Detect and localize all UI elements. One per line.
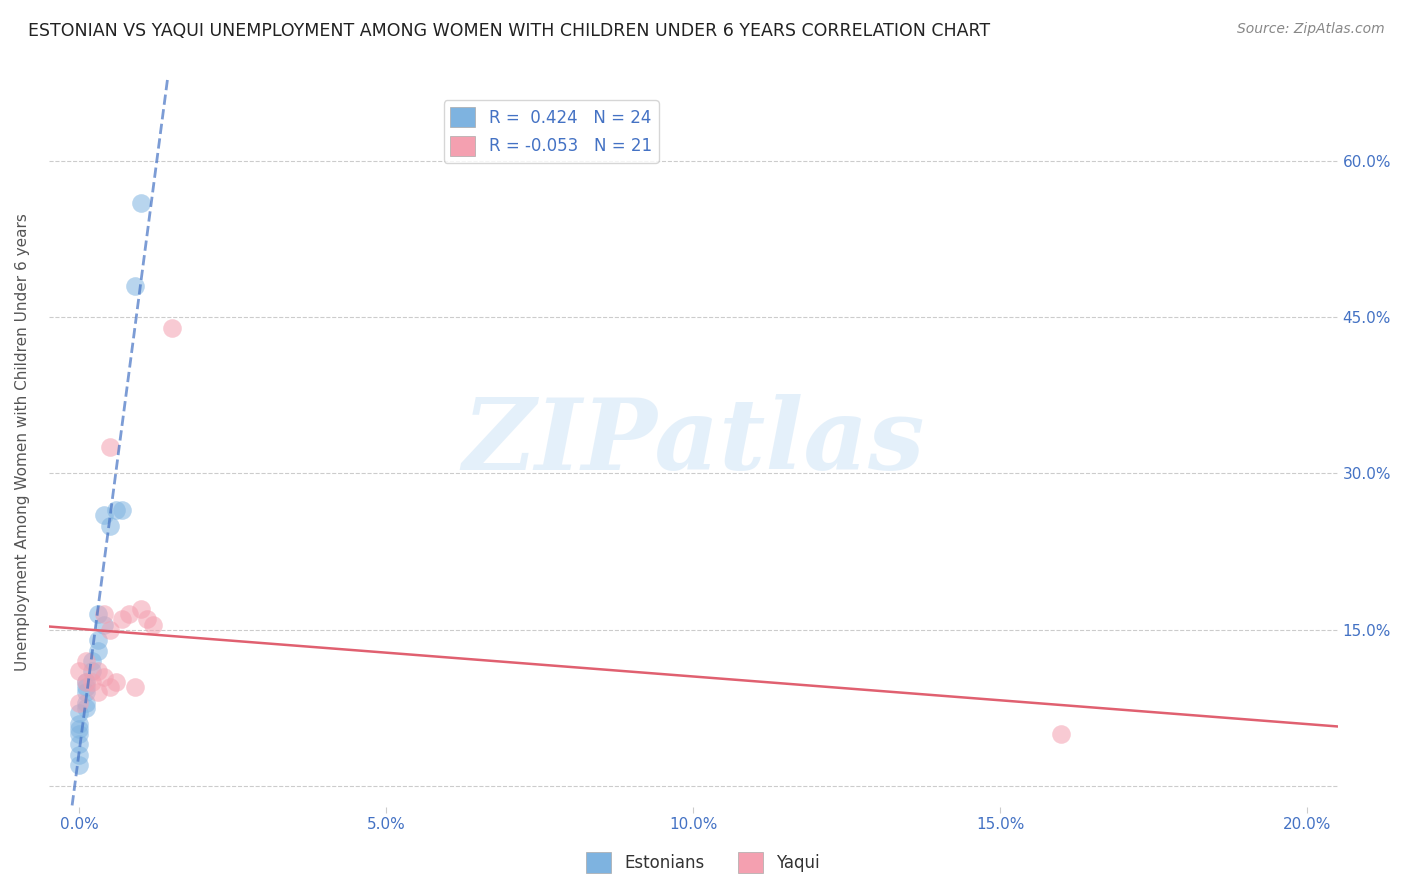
Point <box>67 747 90 762</box>
Point <box>87 607 110 622</box>
Point <box>87 643 110 657</box>
Point <box>75 701 97 715</box>
Point <box>67 727 90 741</box>
Point <box>75 696 97 710</box>
Point <box>117 607 139 622</box>
Point <box>129 195 152 210</box>
Point <box>98 518 121 533</box>
Point <box>67 722 90 736</box>
Point <box>160 320 183 334</box>
Point <box>87 665 110 679</box>
Text: ESTONIAN VS YAQUI UNEMPLOYMENT AMONG WOMEN WITH CHILDREN UNDER 6 YEARS CORRELATI: ESTONIAN VS YAQUI UNEMPLOYMENT AMONG WOM… <box>28 22 990 40</box>
Point <box>67 706 90 721</box>
Point <box>75 654 97 668</box>
Point <box>111 503 134 517</box>
Point <box>105 674 128 689</box>
Point <box>93 607 115 622</box>
Point <box>80 665 103 679</box>
Y-axis label: Unemployment Among Women with Children Under 6 years: Unemployment Among Women with Children U… <box>15 213 30 671</box>
Legend: Estonians, Yaqui: Estonians, Yaqui <box>579 846 827 880</box>
Point <box>67 758 90 772</box>
Point <box>80 654 103 668</box>
Point <box>93 508 115 523</box>
Point <box>136 612 159 626</box>
Point <box>67 716 90 731</box>
Point <box>67 738 90 752</box>
Point <box>80 674 103 689</box>
Point <box>93 670 115 684</box>
Text: Source: ZipAtlas.com: Source: ZipAtlas.com <box>1237 22 1385 37</box>
Point <box>98 623 121 637</box>
Point <box>75 680 97 694</box>
Point <box>87 685 110 699</box>
Point <box>1050 727 1073 741</box>
Point <box>75 685 97 699</box>
Point <box>98 680 121 694</box>
Point <box>67 696 90 710</box>
Point <box>98 441 121 455</box>
Point <box>87 633 110 648</box>
Text: ZIPatlas: ZIPatlas <box>463 394 924 491</box>
Point <box>105 503 128 517</box>
Point <box>67 665 90 679</box>
Legend: R =  0.424   N = 24, R = -0.053   N = 21: R = 0.424 N = 24, R = -0.053 N = 21 <box>444 101 658 162</box>
Point <box>142 617 165 632</box>
Point <box>75 674 97 689</box>
Point <box>124 278 146 293</box>
Point <box>93 617 115 632</box>
Point <box>75 674 97 689</box>
Point <box>129 602 152 616</box>
Point <box>111 612 134 626</box>
Point <box>124 680 146 694</box>
